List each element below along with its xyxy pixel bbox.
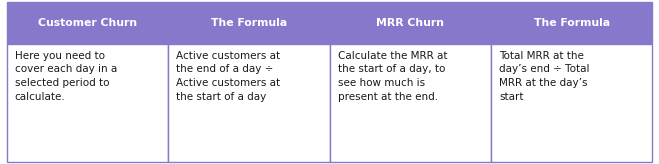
Text: Active customers at
the end of a day ÷
Active customers at
the start of a day: Active customers at the end of a day ÷ A…: [176, 51, 280, 102]
Bar: [168, 44, 330, 162]
Bar: [330, 44, 491, 162]
Bar: [7, 44, 168, 162]
Text: Customer Churn: Customer Churn: [38, 18, 137, 28]
Text: MRR Churn: MRR Churn: [376, 18, 444, 28]
Text: The Formula: The Formula: [534, 18, 610, 28]
Bar: [7, 2, 652, 44]
Bar: [491, 2, 652, 44]
Bar: [491, 44, 652, 162]
Text: Calculate the MRR at
the start of a day, to
see how much is
present at the end.: Calculate the MRR at the start of a day,…: [337, 51, 447, 102]
Bar: [7, 2, 168, 44]
Text: Here you need to
cover each day in a
selected period to
calculate.: Here you need to cover each day in a sel…: [14, 51, 117, 102]
Text: Total MRR at the
day’s end ÷ Total
MRR at the day’s
start: Total MRR at the day’s end ÷ Total MRR a…: [499, 51, 590, 102]
Bar: [168, 2, 330, 44]
Text: The Formula: The Formula: [211, 18, 287, 28]
Bar: [330, 2, 491, 44]
